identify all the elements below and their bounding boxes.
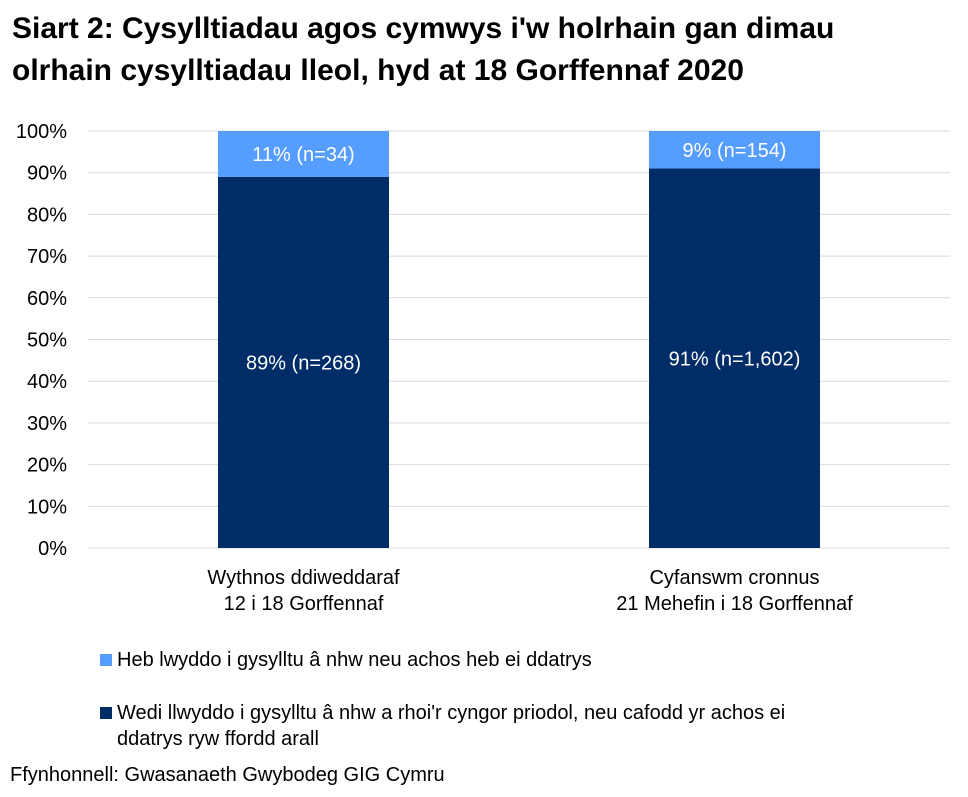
bar-segment bbox=[649, 131, 820, 169]
legend-item-reached: Wedi llwyddo i gysylltu â nhw a rhoi'r c… bbox=[100, 700, 785, 752]
chart-title: Siart 2: Cysylltiadau agos cymwys i'w ho… bbox=[12, 8, 834, 92]
bar-segment bbox=[649, 168, 820, 548]
y-tick-label: 20% bbox=[27, 455, 67, 477]
x-tick-label: 12 i 18 Gorffennaf bbox=[224, 593, 384, 615]
bar-segment bbox=[218, 176, 389, 548]
chart-plot: 0% 10% 20% 30% 40% 50% 60% 70% 80% 90% 100% 89% (n=… bbox=[16, 121, 950, 615]
bar-segment bbox=[218, 131, 389, 177]
legend-label: Heb lwyddo i gysylltu â nhw neu achos he… bbox=[117, 649, 592, 671]
y-tick-label: 10% bbox=[27, 496, 67, 518]
x-tick-label: 21 Mehefin i 18 Gorffennaf bbox=[616, 593, 853, 615]
y-tick-label: 100% bbox=[16, 121, 67, 143]
title-line-1: Siart 2: Cysylltiadau agos cymwys i'w ho… bbox=[12, 12, 835, 45]
data-label: 11% (n=34) bbox=[252, 144, 354, 166]
legend-swatch-dark bbox=[100, 707, 112, 719]
y-tick-label: 30% bbox=[27, 413, 67, 435]
y-tick-label: 60% bbox=[27, 288, 67, 310]
legend-swatch-light bbox=[100, 654, 112, 666]
data-label: 91% (n=1,602) bbox=[669, 348, 801, 370]
y-tick-label: 70% bbox=[27, 246, 67, 268]
y-tick-label: 90% bbox=[27, 163, 67, 185]
y-tick-label: 50% bbox=[27, 330, 67, 352]
legend-label: Wedi llwyddo i gysylltu â nhw a rhoi'r c… bbox=[117, 700, 785, 752]
y-tick-label: 80% bbox=[27, 204, 67, 226]
x-tick-label: Wythnos ddiweddaraf bbox=[207, 567, 400, 589]
source-note: Ffynhonnell: Gwasanaeth Gwybodeg GIG Cym… bbox=[10, 764, 445, 786]
legend-item-not-reached: Heb lwyddo i gysylltu â nhw neu achos he… bbox=[100, 647, 592, 673]
legend-label-line-1: Wedi llwyddo i gysylltu â nhw a rhoi'r c… bbox=[117, 702, 786, 724]
title-line-2: olrhain cysylltiadau lleol, hyd at 18 Go… bbox=[12, 54, 744, 87]
y-tick-label: 0% bbox=[38, 538, 67, 560]
legend-label-line-2: ddatrys ryw ffordd arall bbox=[117, 728, 319, 750]
data-label: 89% (n=268) bbox=[246, 352, 361, 374]
x-tick-label: Cyfanswm cronnus bbox=[649, 567, 819, 589]
y-tick-label: 40% bbox=[27, 371, 67, 393]
data-label: 9% (n=154) bbox=[683, 140, 787, 162]
